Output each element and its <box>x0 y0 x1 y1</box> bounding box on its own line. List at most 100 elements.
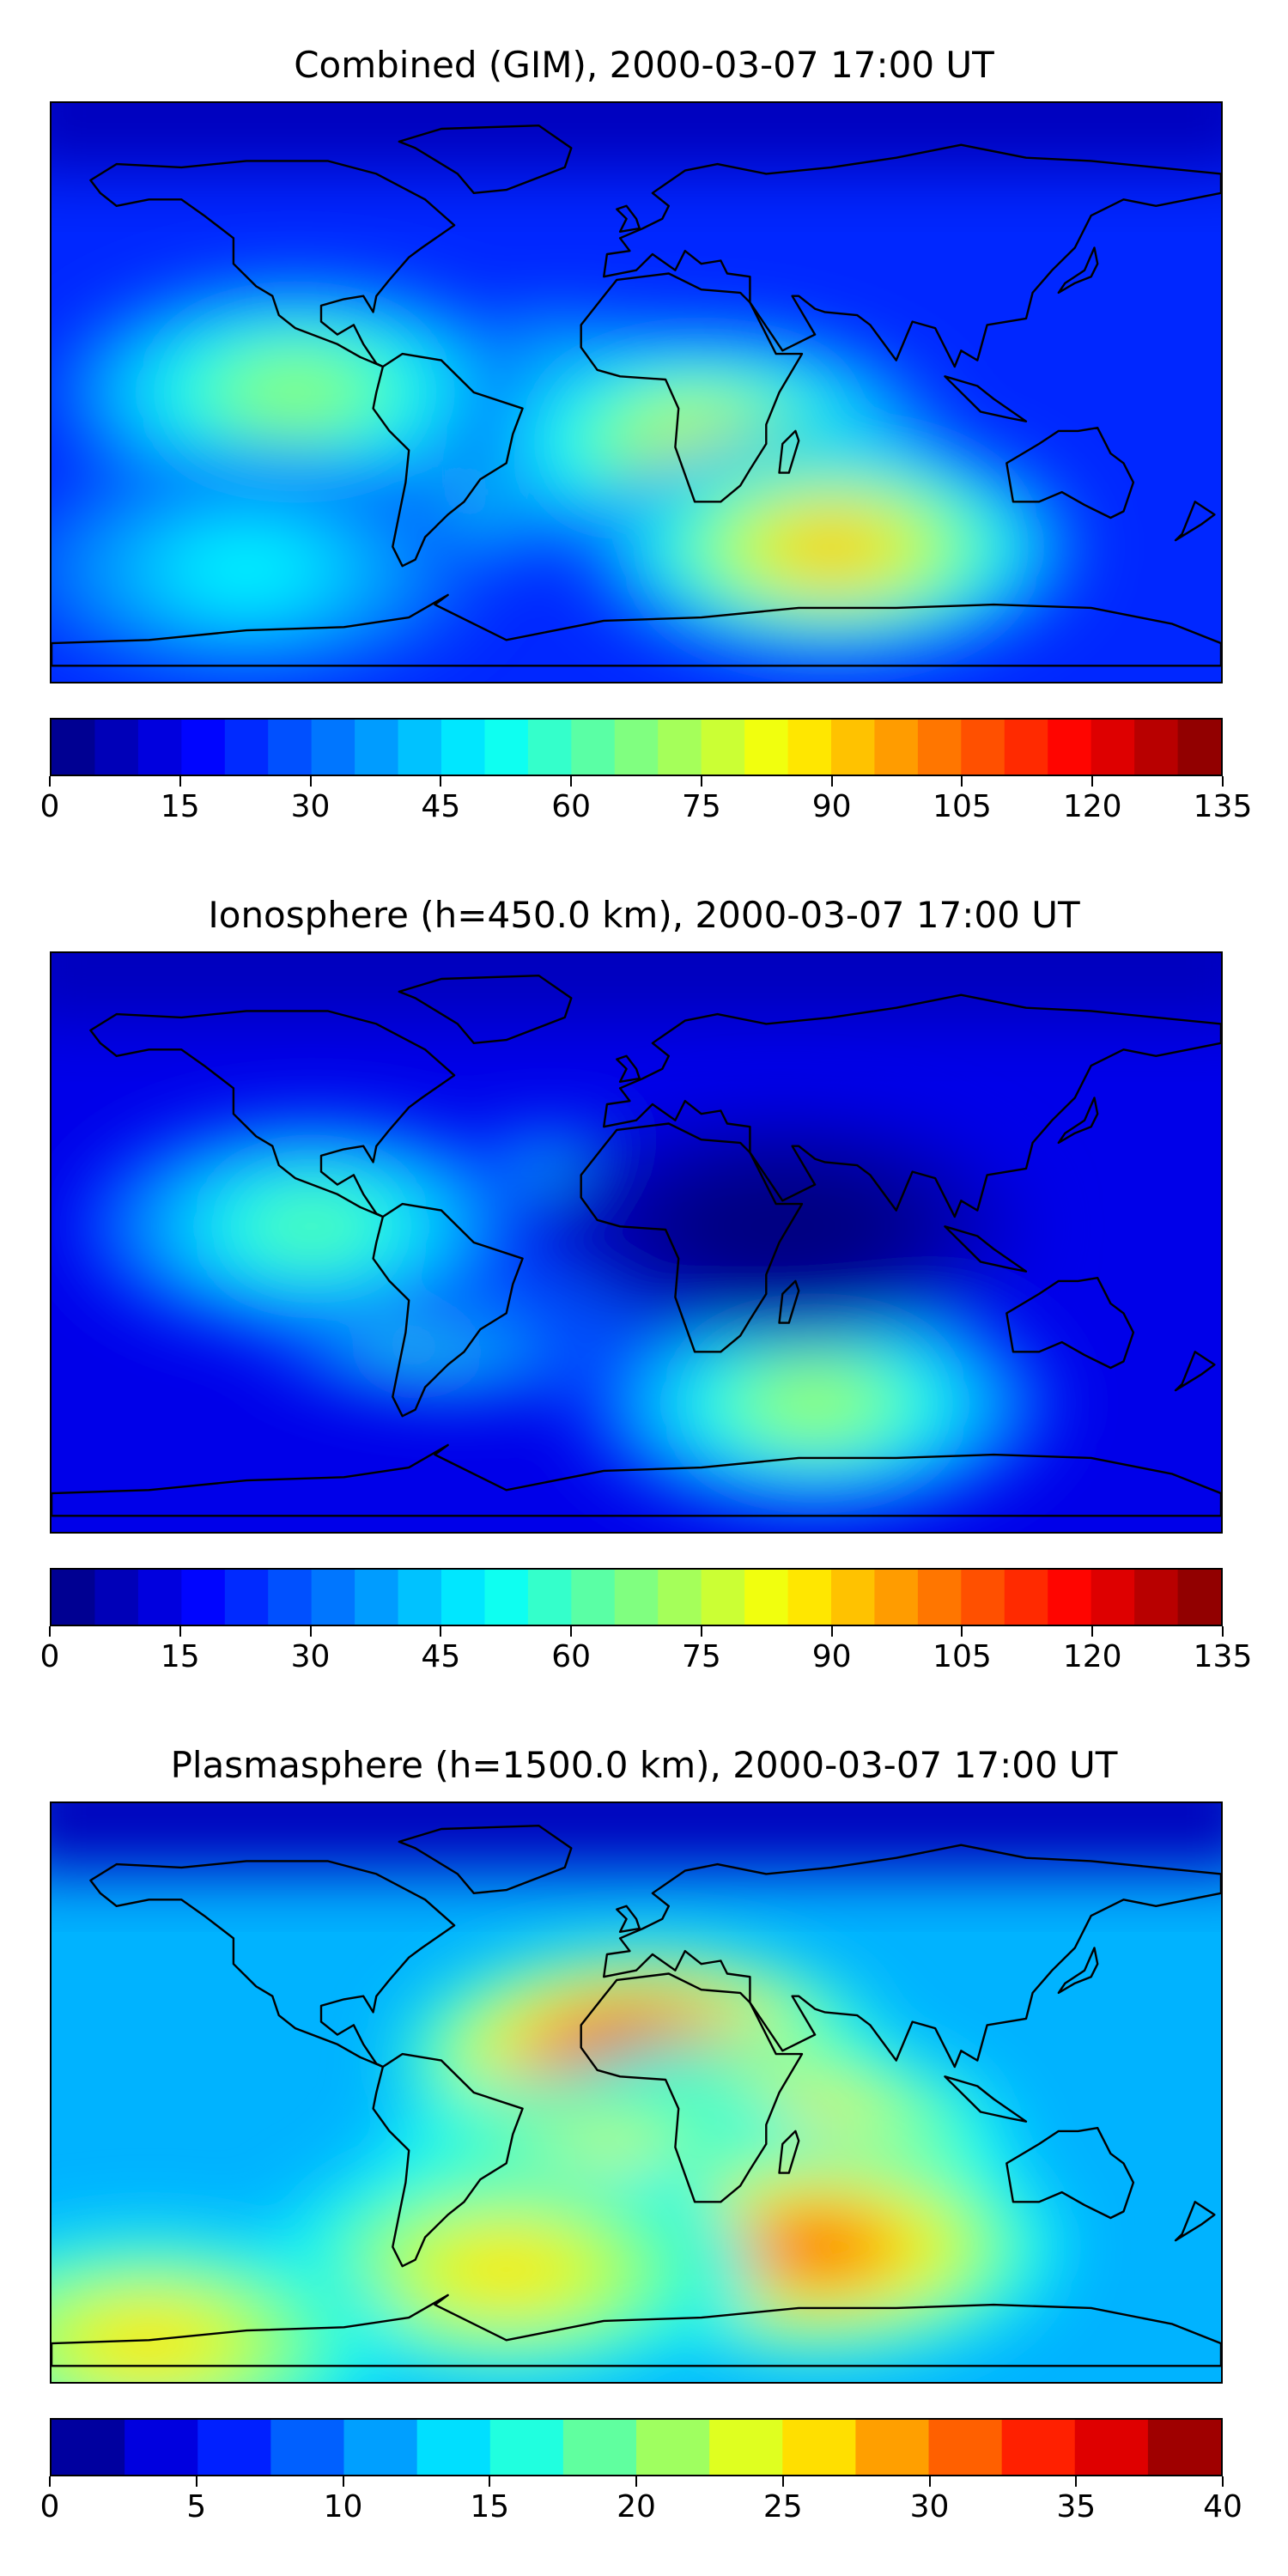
coastline-indonesia <box>944 1225 1028 1273</box>
colorbar-bin <box>343 2420 418 2475</box>
coastline-japan <box>1057 1097 1099 1145</box>
chart-title: Combined (GIM), 2000-03-07 17:00 UT <box>294 44 994 86</box>
colorbar-bin <box>831 1570 876 1625</box>
colorbar-tick <box>700 776 702 787</box>
coastline-north-america <box>89 1860 456 2069</box>
colorbar-bin <box>1001 2420 1076 2475</box>
colorbar-tick-label: 135 <box>1193 1639 1253 1674</box>
coastline-antarctica <box>52 1443 1221 1517</box>
colorbar-tick <box>195 2476 197 2487</box>
colorbar-tick-label: 60 <box>551 1639 592 1674</box>
colorbar-bin <box>355 1570 399 1625</box>
colorbar-bin <box>636 2420 710 2475</box>
coastline-uk <box>616 1905 641 1934</box>
colorbar-tick <box>49 1626 51 1637</box>
colorbar-bin <box>52 2420 125 2475</box>
colorbar-tick <box>1091 1626 1094 1637</box>
colorbar-bin <box>874 720 919 775</box>
colorbar-bin <box>137 720 182 775</box>
colorbar-tick <box>342 2476 344 2487</box>
colorbar-tick-label: 45 <box>421 789 461 824</box>
colorbar-ticks: 0 15 30 45 60 75 90 105 120 135 <box>40 1626 1252 1678</box>
heat-feature-5 <box>183 536 310 602</box>
colorbar-tick <box>179 776 181 787</box>
coastline-south-america <box>372 2052 524 2268</box>
coastline-madagascar <box>778 429 800 474</box>
colorbar-bin <box>961 720 1005 775</box>
colorbar-tick <box>49 776 51 787</box>
coastline-africa <box>580 272 804 503</box>
colorbar-bin <box>527 720 572 775</box>
colorbar-tick <box>49 2476 51 2487</box>
colorbar-bin <box>1004 1570 1048 1625</box>
colorbar-tick <box>700 1626 702 1637</box>
colorbar-tick-label: 10 <box>323 2489 363 2524</box>
colorbar-tick-label: 25 <box>762 2489 803 2524</box>
colorbar-tick-label: 40 <box>1203 2489 1242 2524</box>
colorbar-bin <box>52 1570 96 1625</box>
colorbar-bin <box>1177 1570 1221 1625</box>
map-heatmap <box>50 1801 1223 2384</box>
colorbar-tick-label: 45 <box>421 1639 461 1674</box>
coastline-africa <box>580 1972 804 2203</box>
colorbar-bin <box>917 720 962 775</box>
heat-feature-4 <box>768 513 895 580</box>
colorbar-bin <box>268 720 313 775</box>
coastline-indonesia <box>944 2075 1028 2123</box>
colorbar-bin <box>311 1570 355 1625</box>
colorbar-bin <box>1048 720 1092 775</box>
chart-title: Ionosphere (h=450.0 km), 2000-03-07 17:0… <box>208 894 1080 936</box>
colorbar-bin <box>782 2420 856 2475</box>
colorbar-tick-label: 75 <box>681 1639 721 1674</box>
coastline-eurasia <box>603 143 1221 368</box>
colorbar-tick <box>179 1626 181 1637</box>
colorbar-tick <box>928 2476 931 2487</box>
heat-feature-3 <box>751 2214 878 2280</box>
colorbar <box>50 2418 1223 2476</box>
coastline-north-america <box>89 1010 456 1218</box>
colorbar-bin <box>744 1570 789 1625</box>
colorbar-bin <box>614 720 659 775</box>
colorbar-bin <box>701 1570 745 1625</box>
colorbar-bin <box>125 2420 198 2475</box>
colorbar-bin <box>709 2420 783 2475</box>
colorbar-bin <box>571 720 616 775</box>
colorbar-bin <box>658 1570 702 1625</box>
colorbar-tick-label: 20 <box>617 2489 656 2524</box>
colorbar-tick-label: 60 <box>551 789 592 824</box>
colorbar-tick <box>961 776 963 787</box>
colorbar-bin <box>571 1570 616 1625</box>
colorbar-tick <box>570 1626 573 1637</box>
colorbar-bin <box>181 1570 226 1625</box>
coastline-madagascar <box>778 2129 800 2174</box>
coastline-japan <box>1057 246 1099 295</box>
coastline-australia <box>1005 2127 1135 2220</box>
coastline-greenland <box>398 125 573 195</box>
colorbar-bin <box>489 2420 564 2475</box>
colorbar-tick-label: 30 <box>909 2489 950 2524</box>
coastline-south-america <box>372 1202 524 1418</box>
colorbar-tick <box>570 776 573 787</box>
colorbar-bin <box>1134 1570 1179 1625</box>
colorbar-tick <box>1222 776 1224 787</box>
colorbar-bin <box>1004 720 1048 775</box>
colorbar-tick-label: 30 <box>290 1639 331 1674</box>
colorbar-tick-label: 120 <box>1062 789 1122 824</box>
colorbar-tick-label: 90 <box>811 1639 852 1674</box>
colorbar-bin <box>270 2420 345 2475</box>
colorbar-bin <box>917 1570 962 1625</box>
colorbar-tick-label: 120 <box>1062 1639 1122 1674</box>
colorbar-bin <box>787 720 832 775</box>
colorbar-bin <box>658 720 702 775</box>
coastline-south-america <box>372 352 524 568</box>
colorbar-bin <box>94 720 139 775</box>
heat-feature-4 <box>751 1370 878 1437</box>
colorbar-bin <box>961 1570 1005 1625</box>
colorbar-ticks: 0 5 10 15 20 25 30 35 40 <box>40 2476 1242 2528</box>
colorbar-bin <box>1177 720 1221 775</box>
colorbar-tick-label: 35 <box>1056 2489 1097 2524</box>
colorbar-bin <box>1091 1570 1135 1625</box>
colorbar-tick-label: 5 <box>186 2489 207 2524</box>
colorbar-bin <box>1134 720 1179 775</box>
heat-feature-5 <box>86 2311 212 2377</box>
